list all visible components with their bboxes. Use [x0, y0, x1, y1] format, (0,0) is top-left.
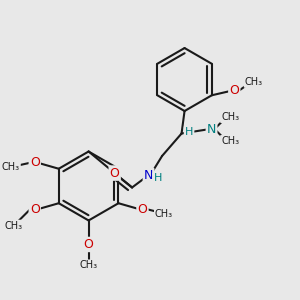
Text: O: O	[30, 156, 40, 169]
Text: H: H	[153, 173, 162, 184]
Text: O: O	[84, 238, 94, 251]
Text: N: N	[144, 169, 153, 182]
Text: N: N	[207, 122, 216, 136]
Text: CH₃: CH₃	[221, 136, 239, 146]
Text: O: O	[137, 203, 147, 216]
Text: CH₃: CH₃	[155, 209, 173, 219]
Text: H: H	[185, 127, 193, 137]
Text: CH₃: CH₃	[80, 260, 98, 270]
Text: CH₃: CH₃	[245, 77, 263, 87]
Text: CH₃: CH₃	[221, 112, 239, 122]
Text: CH₃: CH₃	[5, 221, 23, 231]
Text: CH₃: CH₃	[2, 162, 20, 172]
Text: O: O	[110, 167, 120, 180]
Text: O: O	[230, 84, 239, 97]
Text: O: O	[30, 203, 40, 216]
